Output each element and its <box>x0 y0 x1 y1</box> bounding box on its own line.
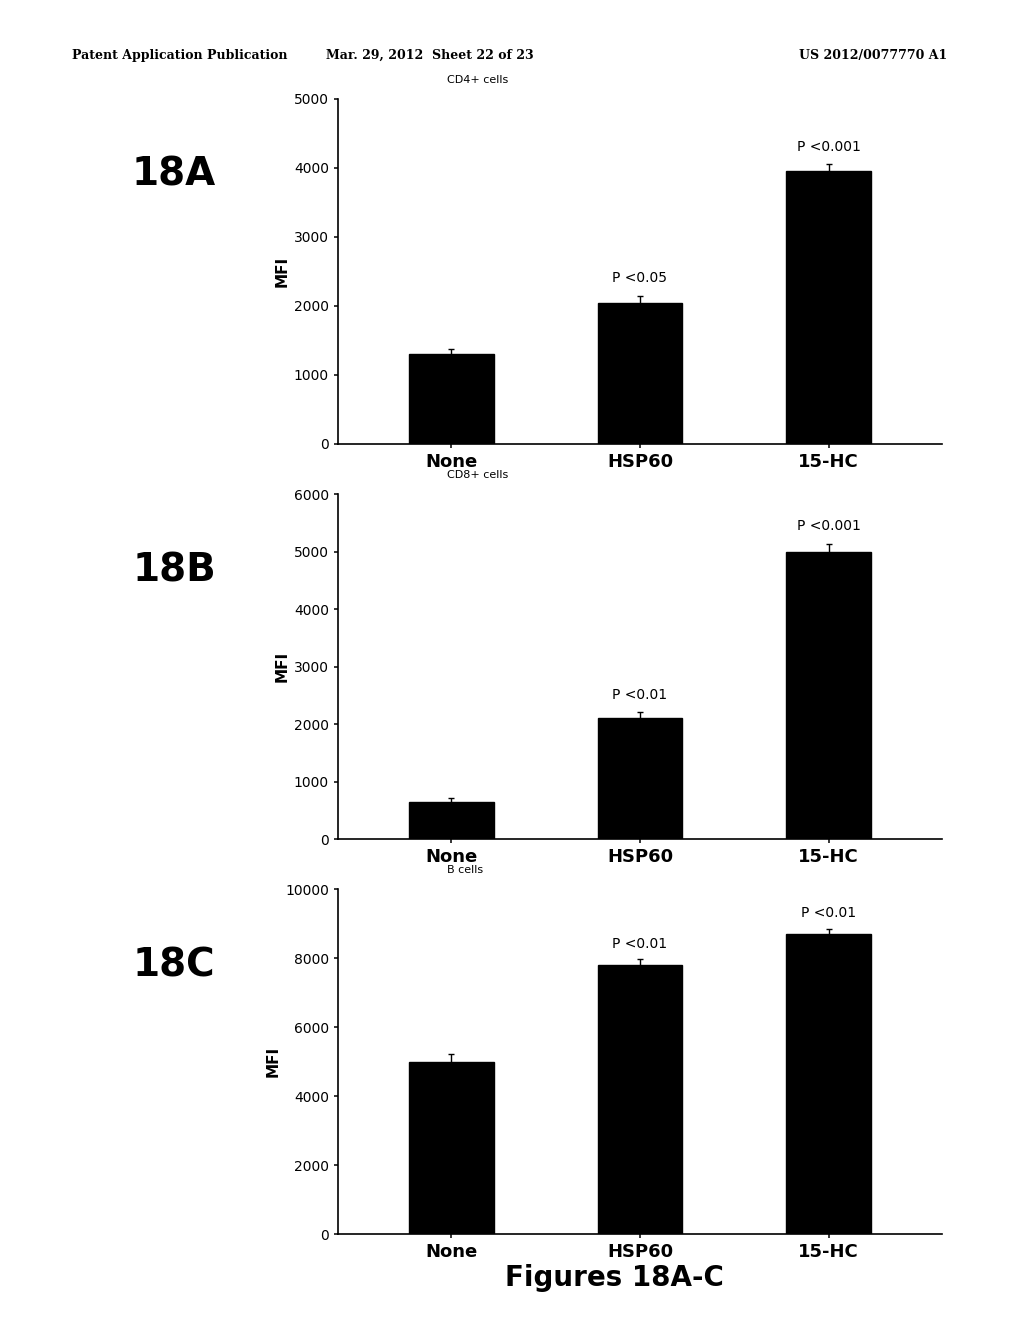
Text: P <0.01: P <0.01 <box>612 937 668 952</box>
Bar <box>786 552 871 840</box>
Text: Mar. 29, 2012  Sheet 22 of 23: Mar. 29, 2012 Sheet 22 of 23 <box>327 49 534 62</box>
Text: 18A: 18A <box>132 156 216 194</box>
Text: Patent Application Publication: Patent Application Publication <box>72 49 287 62</box>
Text: P <0.001: P <0.001 <box>797 140 861 154</box>
Bar <box>409 354 494 444</box>
Bar <box>786 935 871 1234</box>
Text: P <0.01: P <0.01 <box>612 688 668 702</box>
Y-axis label: MFI: MFI <box>266 1047 281 1077</box>
Text: Figures 18A-C: Figures 18A-C <box>505 1263 724 1292</box>
Bar <box>786 172 871 444</box>
Bar <box>409 801 494 840</box>
Text: 18B: 18B <box>132 550 216 589</box>
Bar <box>598 718 682 840</box>
Text: P <0.01: P <0.01 <box>801 907 856 920</box>
Text: P <0.05: P <0.05 <box>612 272 668 285</box>
Text: US 2012/0077770 A1: US 2012/0077770 A1 <box>799 49 947 62</box>
Text: 18C: 18C <box>133 946 215 985</box>
Y-axis label: MFI: MFI <box>274 256 290 286</box>
Text: P <0.001: P <0.001 <box>797 519 861 533</box>
Text: CD4+ cells: CD4+ cells <box>446 75 508 86</box>
Bar <box>409 1061 494 1234</box>
Bar <box>598 302 682 444</box>
Text: CD8+ cells: CD8+ cells <box>446 470 508 480</box>
Y-axis label: MFI: MFI <box>274 651 290 682</box>
Text: B cells: B cells <box>446 866 482 875</box>
Bar <box>598 965 682 1234</box>
